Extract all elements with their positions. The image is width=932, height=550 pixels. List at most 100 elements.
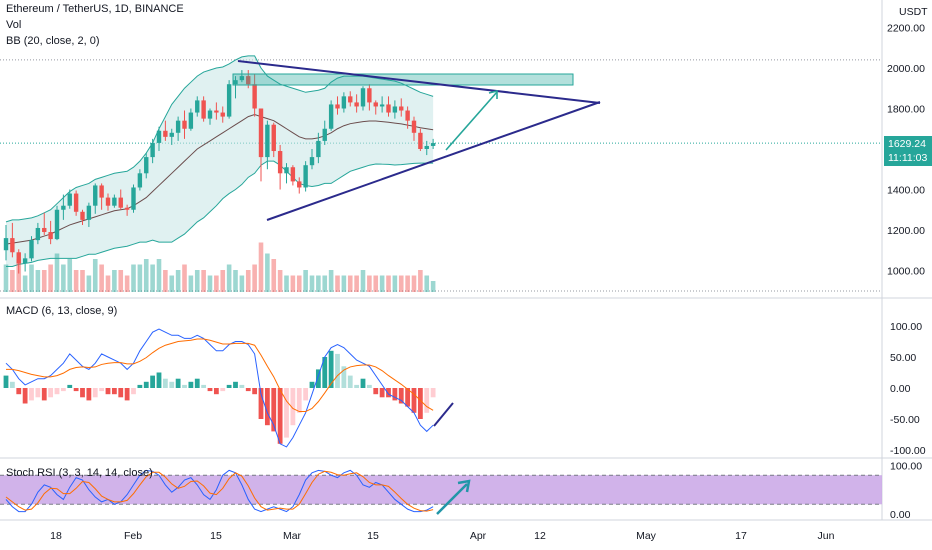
- macd-histogram-bar: [354, 384, 360, 388]
- candle: [48, 220, 53, 245]
- candle: [284, 163, 289, 184]
- volume-bar: [373, 275, 379, 292]
- candle-body: [105, 197, 111, 206]
- macd-histogram-bar: [150, 375, 156, 388]
- candle-body: [354, 102, 359, 107]
- macd-histogram-bar: [16, 388, 22, 395]
- last-price-value: 1629.24: [888, 138, 926, 150]
- volume-bar: [347, 275, 353, 292]
- macd-histogram-bar: [239, 384, 245, 388]
- volume-bar: [156, 259, 162, 292]
- candle-body: [297, 181, 302, 188]
- candle-body: [35, 227, 41, 241]
- candle: [399, 98, 404, 117]
- volume-bar: [424, 275, 430, 292]
- volume-bar: [169, 275, 175, 292]
- candle: [156, 126, 162, 152]
- descending-trendline: [237, 60, 601, 104]
- macd-histogram-bar: [392, 388, 398, 401]
- volume-bar: [405, 275, 410, 292]
- macd-pane[interactable]: [3, 328, 454, 448]
- candle-body: [150, 142, 155, 158]
- candle-body: [99, 185, 104, 198]
- candle-body: [118, 197, 123, 208]
- candle-body: [10, 238, 15, 253]
- macd-histogram-bar: [182, 384, 187, 388]
- candle: [373, 100, 378, 115]
- volume-bar: [303, 270, 308, 292]
- macd-histogram-bar: [60, 388, 66, 392]
- candle: [233, 76, 238, 99]
- time-tick-label: Feb: [124, 530, 142, 542]
- candle-body: [386, 104, 391, 113]
- volume-bar: [214, 275, 219, 292]
- bollinger-legend[interactable]: BB (20, close, 2, 0): [6, 35, 100, 47]
- candle: [348, 91, 353, 107]
- candle-body: [258, 108, 264, 158]
- stoch-rsi-pane[interactable]: [0, 469, 882, 515]
- volume-bar: [335, 275, 340, 292]
- volume-legend[interactable]: Vol: [6, 19, 22, 31]
- time-tick-label: 18: [50, 530, 62, 542]
- trendline-drawings[interactable]: [232, 60, 601, 221]
- candle: [379, 96, 385, 113]
- currency-label: USDT: [899, 6, 928, 18]
- volume-bar: [124, 275, 130, 292]
- candle-body: [424, 145, 429, 149]
- time-tick-label: May: [636, 530, 657, 542]
- last-price-badge: 1629.24 11:11:03: [884, 136, 932, 166]
- candle-body: [341, 96, 347, 109]
- volume-bar: [233, 270, 238, 292]
- candle-body: [112, 197, 117, 206]
- macd-histogram-bar: [303, 388, 309, 401]
- price-candles[interactable]: [3, 70, 436, 274]
- candle: [239, 70, 245, 83]
- price-tick-label: 1800.00: [887, 104, 925, 116]
- candle-body: [93, 185, 98, 206]
- candle: [182, 110, 187, 139]
- macd-legend[interactable]: MACD (6, 13, close, 9): [6, 305, 118, 317]
- macd-histogram-bar: [220, 388, 226, 392]
- candle-body: [246, 76, 251, 85]
- macd-histogram-bar: [360, 378, 366, 388]
- candle: [54, 205, 60, 241]
- volume-bar: [226, 264, 232, 292]
- candle-body: [284, 167, 289, 174]
- candle: [252, 74, 257, 117]
- candle: [258, 108, 264, 182]
- candle-body: [392, 106, 398, 113]
- time-tick-label: 12: [534, 530, 546, 542]
- stoch-rsi-legend[interactable]: Stoch RSI (3, 3, 14, 14, close): [6, 467, 153, 479]
- candle: [188, 108, 194, 131]
- macd-histogram-bar: [233, 381, 238, 388]
- candle-body: [309, 157, 315, 166]
- candle-body: [48, 232, 53, 240]
- candle: [226, 80, 232, 119]
- symbol-title[interactable]: Ethereum / TetherUS, 1D, BINANCE: [6, 3, 184, 15]
- candle: [10, 222, 15, 258]
- time-tick-label: 17: [735, 530, 747, 542]
- candle-body: [277, 151, 283, 174]
- macd-histogram-bar: [86, 388, 92, 401]
- macd-histogram-bar: [284, 388, 289, 438]
- macd-histogram-bar: [417, 388, 423, 419]
- candle-body: [411, 120, 417, 133]
- candle-body: [214, 110, 219, 113]
- volume-bar: [309, 275, 315, 292]
- macd-histogram-bar: [379, 388, 385, 398]
- macd-histogram-bar: [322, 357, 328, 388]
- time-tick-label: 15: [367, 530, 379, 542]
- candle-body: [316, 140, 321, 158]
- volume-bar: [131, 264, 136, 292]
- volume-bar: [245, 270, 251, 292]
- candle: [360, 86, 366, 111]
- macd-histogram-bar: [386, 388, 391, 398]
- candle-body: [335, 104, 340, 109]
- candle-body: [195, 100, 200, 113]
- candle: [73, 190, 79, 216]
- candle-body: [131, 187, 136, 210]
- candle: [405, 106, 410, 129]
- candle: [265, 120, 270, 170]
- macd-histogram-bar: [226, 384, 232, 388]
